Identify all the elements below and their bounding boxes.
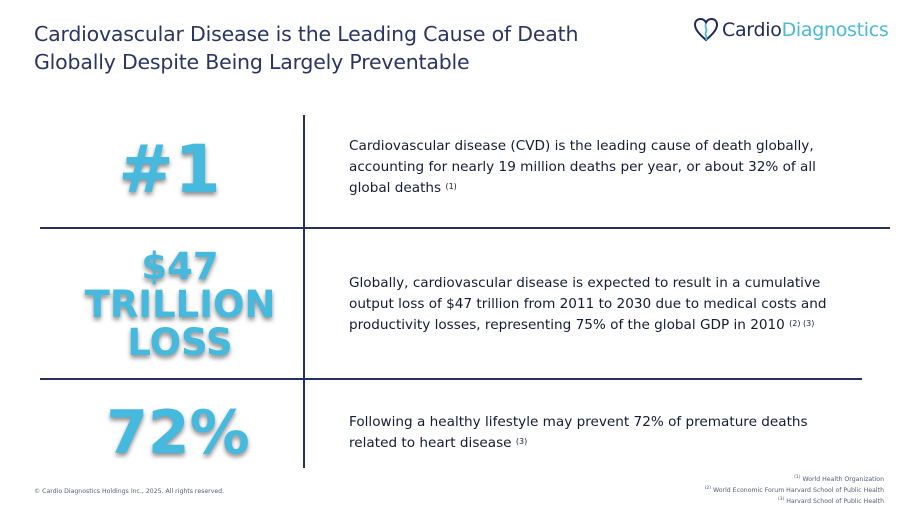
description-economic-loss: Globally, cardiovascular disease is expe… xyxy=(349,273,849,336)
description-prevention: Following a healthy lifestyle may preven… xyxy=(349,412,849,454)
stat-rank: #1 xyxy=(118,131,222,208)
source-text: Harvard School of Public Health xyxy=(786,498,884,506)
source-num: (2) xyxy=(704,486,712,492)
source-1: (1) World Health Organization xyxy=(705,473,884,484)
footnote-ref: (3) xyxy=(515,437,528,446)
source-text: World Health Organization xyxy=(802,476,884,484)
footnote-sources: (1) World Health Organization (2) World … xyxy=(705,473,884,506)
footnote-ref: (1) xyxy=(445,182,457,191)
source-3: (3) Harvard School of Public Health xyxy=(705,495,884,506)
stat-trillion-loss: $47 TRILLION LOSS xyxy=(70,248,290,362)
copyright-notice: © Cardio Diagnostics Holdings Inc., 2025… xyxy=(34,488,225,495)
slide-title-line-1: Cardiovascular Disease is the Leading Ca… xyxy=(34,22,579,46)
stat-preventable-percent: 72% xyxy=(106,398,250,468)
vertical-divider xyxy=(303,115,305,468)
description-text: Cardiovascular disease (CVD) is the lead… xyxy=(349,138,816,196)
source-2: (2) World Economic Forum Harvard School … xyxy=(705,484,884,495)
slide-title: Cardiovascular Disease is the Leading Ca… xyxy=(34,20,654,76)
source-text: World Economic Forum Harvard School of P… xyxy=(712,487,884,495)
source-num: (3) xyxy=(777,497,785,503)
stat-line-unit: TRILLION xyxy=(84,283,276,326)
description-text: Globally, cardiovascular disease is expe… xyxy=(349,275,827,333)
stat-line-amount: $47 xyxy=(141,245,219,288)
row-divider-2 xyxy=(40,378,862,380)
source-num: (1) xyxy=(794,475,801,480)
heart-logo-icon xyxy=(693,17,719,42)
description-text: Following a healthy lifestyle may preven… xyxy=(349,414,808,451)
footnote-ref: (2) (3) xyxy=(789,319,815,328)
logo-text-diagnostics: Diagnostics xyxy=(781,19,889,41)
stat-line-loss: LOSS xyxy=(127,321,233,364)
slide-title-line-2: Globally Despite Being Largely Preventab… xyxy=(34,50,470,74)
description-leading-cause: Cardiovascular disease (CVD) is the lead… xyxy=(349,136,849,199)
row-divider-1 xyxy=(40,227,890,229)
company-logo: CardioDiagnostics xyxy=(693,15,889,45)
logo-wordmark: CardioDiagnostics xyxy=(722,19,889,41)
logo-text-cardio: Cardio xyxy=(722,19,782,41)
